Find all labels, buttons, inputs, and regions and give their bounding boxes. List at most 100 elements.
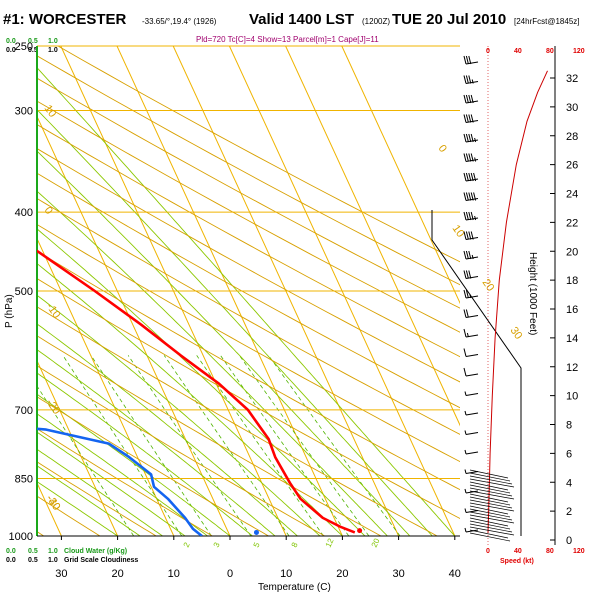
mixing-ratio-line <box>163 355 290 536</box>
wind-barb-feather <box>463 94 467 104</box>
dry-adiabat-label: -10 <box>44 301 63 321</box>
utc-time: (1200Z) <box>362 17 390 26</box>
cloudiness-tick: 1.0 <box>48 557 58 564</box>
wind-barb-staff <box>465 471 479 474</box>
cloud-legend-bottom: 0.0 0.5 1.0 Cloud Water (g/Kg) 0.0 0.5 1… <box>6 548 138 564</box>
wind-barb-feather <box>468 114 472 123</box>
wind-speed-profile <box>487 70 548 533</box>
speed-axis-title: Speed (kt) <box>500 558 534 565</box>
wind-barb-feather <box>463 153 467 162</box>
wind-barb-halffeather <box>474 215 477 221</box>
dry-adiabat-line <box>37 306 438 536</box>
wind-barb-feather <box>463 270 467 279</box>
wind-barb-halffeather <box>464 508 467 513</box>
dry-adiabat-line <box>37 148 460 383</box>
cloud-water-tick: 1.0 <box>48 548 58 555</box>
mixing-ratio-line <box>90 355 212 536</box>
low-level-wind-line <box>469 487 513 497</box>
wind-barb <box>464 430 479 435</box>
low-level-wind-line <box>469 484 511 494</box>
wind-barb-halffeather <box>469 293 472 299</box>
wind-barb <box>463 133 479 143</box>
wind-barb-halffeather <box>464 391 467 396</box>
isobars <box>37 45 460 537</box>
low-level-wind-line <box>469 499 513 509</box>
wind-barb-feather <box>465 153 469 162</box>
profiles <box>37 249 363 536</box>
mixing-ratio-line <box>220 355 350 536</box>
dry-adiabat-line <box>37 428 213 536</box>
low-level-wind-line <box>469 517 509 527</box>
low-level-wind-line <box>469 502 515 512</box>
wind-barb-staff <box>465 529 479 533</box>
wind-barb-feather <box>463 55 467 65</box>
pressure-tick-label: 850 <box>15 474 33 486</box>
temperature-tick-label: 20 <box>111 568 123 580</box>
cloudiness-label: Grid Scale Cloudiness <box>64 557 138 564</box>
wind-barb-feather <box>465 270 469 279</box>
temperature-tick-label: 30 <box>392 568 404 580</box>
dry-adiabat-line <box>37 100 460 333</box>
height-tick-label: 32 <box>566 73 578 85</box>
speed-tick: 120 <box>573 48 585 55</box>
wind-barb <box>464 449 479 455</box>
dry-adiabat-line <box>37 77 460 309</box>
low-level-wind-line <box>469 472 511 482</box>
wind-barb <box>463 289 479 299</box>
wind-barb-feather <box>470 153 474 162</box>
wind-barb-feather <box>465 231 469 240</box>
wind-barb-halffeather <box>474 137 477 143</box>
height-tick-label: 16 <box>566 304 578 316</box>
wind-barb-halffeather <box>464 527 467 533</box>
low-level-wind-line <box>469 490 515 500</box>
station-title: #1: WORCESTER <box>3 11 127 28</box>
wind-barb <box>463 250 479 260</box>
wind-barb-feather <box>463 192 467 201</box>
low-level-wind-line <box>469 469 509 479</box>
height-tick-label: 8 <box>566 420 572 432</box>
dry-adiabat-line <box>37 197 460 435</box>
wind-barb-halffeather <box>464 469 467 474</box>
dry-adiabat-line <box>37 124 460 358</box>
wind-barb <box>464 508 479 513</box>
height-axis-title: Height (1000 Feet) <box>527 252 538 335</box>
cloudiness-tick: 1.0 <box>48 47 58 54</box>
y-axis-title: P (hPa) <box>4 294 15 328</box>
dewpoint-profile <box>37 427 203 536</box>
wind-barb-feather <box>463 75 467 84</box>
wind-barb-halffeather <box>466 332 469 338</box>
wind-barb-feather <box>463 348 467 357</box>
wind-barb-feather <box>470 231 474 240</box>
isotherm-line <box>37 359 119 536</box>
low-level-wind-line <box>469 508 511 518</box>
cloud-water-tick: 0.5 <box>28 38 38 45</box>
wind-barb-feather <box>463 367 467 377</box>
wind-barb-staff <box>465 393 479 396</box>
dry-adiabat-line <box>37 223 460 463</box>
wind-barb <box>463 231 479 240</box>
wind-barb <box>463 153 479 162</box>
dry-adiabat-label: 0 <box>42 205 55 217</box>
wind-barb-feather <box>463 172 467 182</box>
wind-barb <box>463 94 479 104</box>
wind-barb-feather <box>468 192 472 201</box>
dry-adiabat-line <box>37 396 269 536</box>
height-tick-label: 30 <box>566 102 578 114</box>
wind-barb-feather <box>463 133 467 143</box>
pressure-tick-label: 1000 <box>9 531 33 543</box>
dry-adiabat-label: 10 <box>450 223 467 240</box>
wind-barb-feather <box>473 192 477 201</box>
mixing-ratio-label: 3 <box>212 541 222 549</box>
moist-adiabat-line <box>37 481 118 536</box>
low-level-wind-line <box>469 478 515 488</box>
dry-adiabats <box>37 46 460 536</box>
wind-barb <box>463 172 479 182</box>
stability-indices: Pld=720 Tc[C]=4 Show=13 Parcel[m]=1 Cape… <box>196 35 379 44</box>
wind-barb <box>463 309 479 318</box>
dry-adiabat-line <box>37 250 460 491</box>
temperature-tick-label: 30 <box>55 568 67 580</box>
wind-barb-staff <box>465 451 479 455</box>
wind-barb <box>464 391 479 396</box>
wind-barb-staff <box>465 510 479 513</box>
